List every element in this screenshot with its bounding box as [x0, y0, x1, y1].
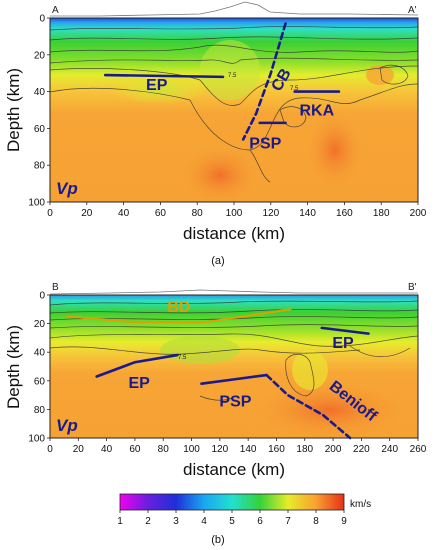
panel-b-xtick-label: 260	[410, 444, 427, 455]
panel-a-corner-left: A	[52, 5, 59, 16]
panel-a-xtick-label: 20	[81, 208, 93, 219]
colorbar-ticks: 1 2 3 4 5 6 7 8 9	[117, 510, 347, 527]
panel-a-xtick-label: 0	[47, 208, 53, 219]
panel-a-xtick-label: 100	[226, 208, 243, 219]
panel-a-xtick-label: 160	[336, 208, 353, 219]
panel-b-xtick-label: 80	[158, 444, 170, 455]
panel-b-xtick-label: 140	[240, 444, 257, 455]
colorbar-tick-label: 7	[285, 516, 291, 527]
panel-a-xtick-label: 80	[192, 208, 204, 219]
panel-a-topography	[50, 1, 419, 17]
panel-a-annotation-psp: PSP	[249, 136, 281, 153]
colorbar-tick-label: 8	[313, 516, 319, 527]
panel-a-ytick-label: 80	[34, 161, 46, 172]
panel-b-contours	[50, 300, 418, 401]
panel-b-contour-label: 7.5	[178, 355, 187, 361]
colorbar-gradient	[119, 493, 345, 511]
panel-b-caption: (b)	[211, 534, 224, 546]
panel-b-line-ep	[95, 353, 179, 378]
panel-b-annotation-psp: PSP	[219, 394, 251, 411]
panel-b-xtick-label: 120	[212, 444, 229, 455]
panel-a-xtick-label: 140	[299, 208, 316, 219]
panel-a-xtick-label: 180	[373, 208, 390, 219]
panel-a-ylabel: Depth (km)	[4, 68, 23, 152]
panel-a-ytick-label: 0	[39, 14, 45, 25]
panel-b-anomalies	[160, 336, 410, 438]
panel-a-ytick-label: 20	[34, 50, 46, 61]
colorbar-unit: km/s	[350, 499, 371, 510]
panel-b-vp-label: Vp	[56, 416, 78, 435]
panel-a-annotation-ep: EP	[146, 77, 168, 94]
panel-b-ytick-label: 0	[39, 291, 45, 302]
panel-b-contour-labels: 7.5	[178, 355, 187, 361]
panel-b-xtick-label: 240	[381, 444, 398, 455]
panel-a-annotation-rka: RKA	[299, 103, 334, 120]
panel-a-contour-labels: 7.5 7.5	[228, 73, 299, 92]
colorbar-tick-label: 3	[173, 516, 179, 527]
panel-b-interpretation-lines	[65, 308, 370, 440]
panel-b-xlabel: distance (km)	[183, 460, 285, 479]
panel-a-xtick-label: 40	[118, 208, 130, 219]
panel-b-ytick-label: 80	[34, 405, 46, 416]
panel-b-line-psp	[200, 373, 268, 385]
colorbar-tick-label: 1	[117, 516, 123, 527]
colorbar-tick-label: 2	[145, 516, 151, 527]
panel-a-ytick-label: 100	[28, 198, 45, 209]
panel-a: 0 20 40 60 80 100 120 140 160 180 200020406080100 …	[4, 1, 427, 267]
panel-b-ytick-label: 60	[34, 376, 46, 387]
colorbar-tick-label: 4	[201, 516, 207, 527]
panel-b-xtick-label: 40	[101, 444, 113, 455]
panel-b-line-ep	[320, 326, 370, 335]
panel-a-xtick-label: 120	[262, 208, 279, 219]
panel-b-annotation-ep: EP	[332, 335, 354, 352]
colorbar-tick-label: 9	[341, 516, 347, 527]
colorbar-tick-label: 6	[257, 516, 263, 527]
panel-a-line-ep	[103, 73, 225, 79]
panel-b-annotation-bd: BD	[167, 299, 190, 316]
panel-b-line-bd	[65, 308, 292, 324]
panel-b-ylabel: Depth (km)	[4, 325, 23, 409]
panel-b-xtick-label: 100	[183, 444, 200, 455]
panel-a-line-cb	[241, 22, 287, 141]
panel-a-xlabel: distance (km)	[183, 224, 285, 243]
panel-a-xtick-label: 200	[410, 208, 427, 219]
panel-a-contour-label: 7.5	[228, 73, 237, 79]
colorbar: 1 2 3 4 5 6 7 8 9 km/s	[117, 493, 371, 527]
panel-a-vp-label: Vp	[56, 179, 78, 198]
panel-b-line-benioff	[265, 373, 352, 440]
panel-a-corner-right: A'	[408, 5, 417, 16]
panel-b: 0 20 40 60 80 100 120 140 160 180 200 220 240 2600204…	[4, 282, 427, 546]
panel-b-ytick-label: 20	[34, 319, 46, 330]
panel-a-axes: 0 20 40 60 80 100 120 140 160 180 200 0 20 40 60 80 100	[28, 14, 426, 220]
panel-b-xtick-label: 60	[129, 444, 141, 455]
panel-b-corner-right: B'	[408, 282, 417, 293]
panel-b-corner-left: B	[52, 282, 59, 293]
panel-a-contours	[50, 26, 418, 183]
panel-b-xtick-label: 160	[268, 444, 285, 455]
panel-b-frame	[49, 294, 419, 439]
panel-a-xtick-label: 60	[155, 208, 167, 219]
panel-b-ytick-label: 100	[28, 434, 45, 445]
panel-b-topography	[49, 289, 418, 295]
panel-a-ytick-label: 40	[34, 87, 46, 98]
panel-a-ytick-label: 60	[34, 124, 46, 135]
panel-b-xtick-label: 0	[47, 444, 53, 455]
panel-a-contour-label: 7.5	[290, 86, 299, 92]
panel-a-caption: (a)	[211, 255, 224, 267]
panel-a-anomalies	[110, 40, 394, 202]
panel-b-xtick-label: 20	[73, 444, 85, 455]
panel-b-xtick-label: 200	[325, 444, 342, 455]
panel-b-xtick-label: 180	[296, 444, 313, 455]
panel-b-axes: 0 20 40 60 80 100 120 140 160 180 200 220 240 260 0 20 4…	[28, 291, 426, 456]
panel-b-annotation-ep: EP	[128, 375, 150, 392]
panel-b-xtick-label: 220	[353, 444, 370, 455]
panel-b-ytick-label: 40	[34, 348, 46, 359]
colorbar-tick-label: 5	[229, 516, 235, 527]
panel-a-interpretation-lines	[103, 22, 341, 141]
